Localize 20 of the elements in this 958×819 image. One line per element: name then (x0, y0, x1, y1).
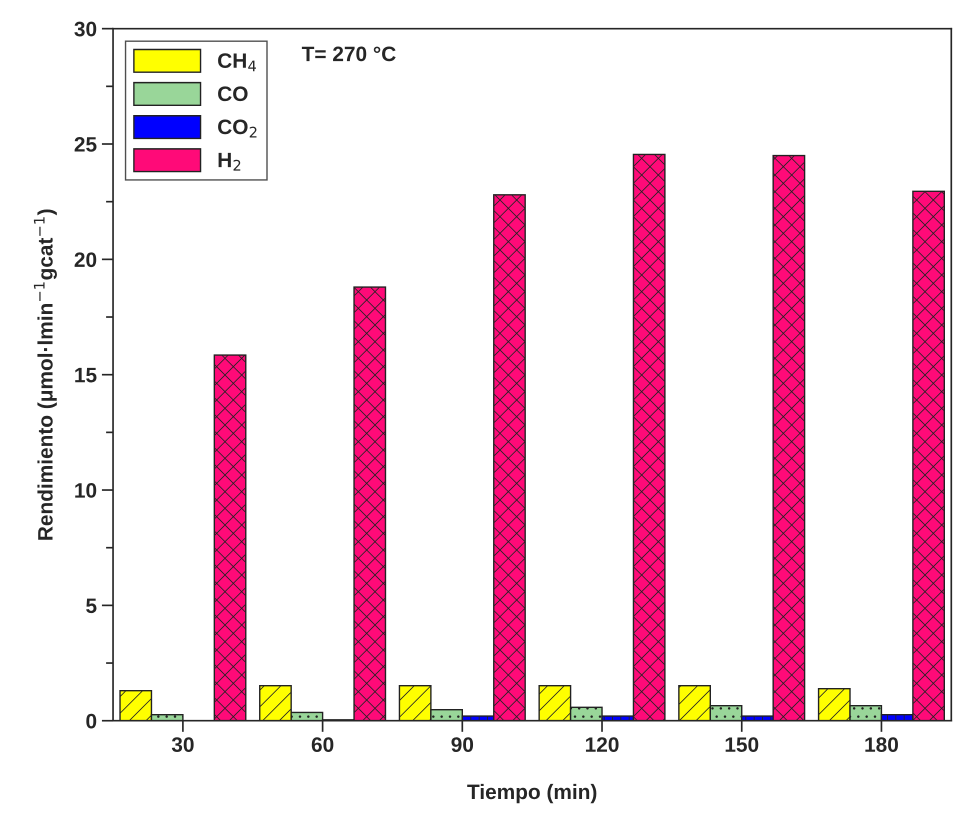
y-tick-label: 5 (86, 598, 96, 614)
y-axis-title: Rendimiento (μmol·lmin$^{−1}$gcat$^{−1}$) (34, 209, 57, 540)
legend-label: CO$_{2}$ (218, 120, 256, 138)
y-tick-label: 20 (74, 252, 96, 268)
y-tick-label: 25 (74, 137, 96, 152)
x-axis-title: Tiempo (min) (467, 784, 596, 804)
legend-label: CH$_{4}$ (218, 53, 256, 72)
legend-label: H$_{2}$ (218, 152, 240, 171)
y-tick-label: 15 (75, 368, 96, 382)
x-tick-label: 180 (865, 737, 898, 752)
x-tick-label: 60 (312, 737, 334, 752)
legend-label: CO (218, 86, 248, 102)
y-tick-label: 0 (86, 714, 96, 728)
y-tick-label: 30 (74, 22, 96, 36)
x-tick-label: 30 (172, 737, 194, 752)
y-tick-label: 10 (75, 483, 96, 498)
x-tick-label: 120 (586, 737, 619, 752)
annotation: T= 270 °C (302, 46, 396, 62)
x-tick-label: 90 (451, 737, 474, 752)
x-tick-label: 150 (726, 737, 758, 752)
